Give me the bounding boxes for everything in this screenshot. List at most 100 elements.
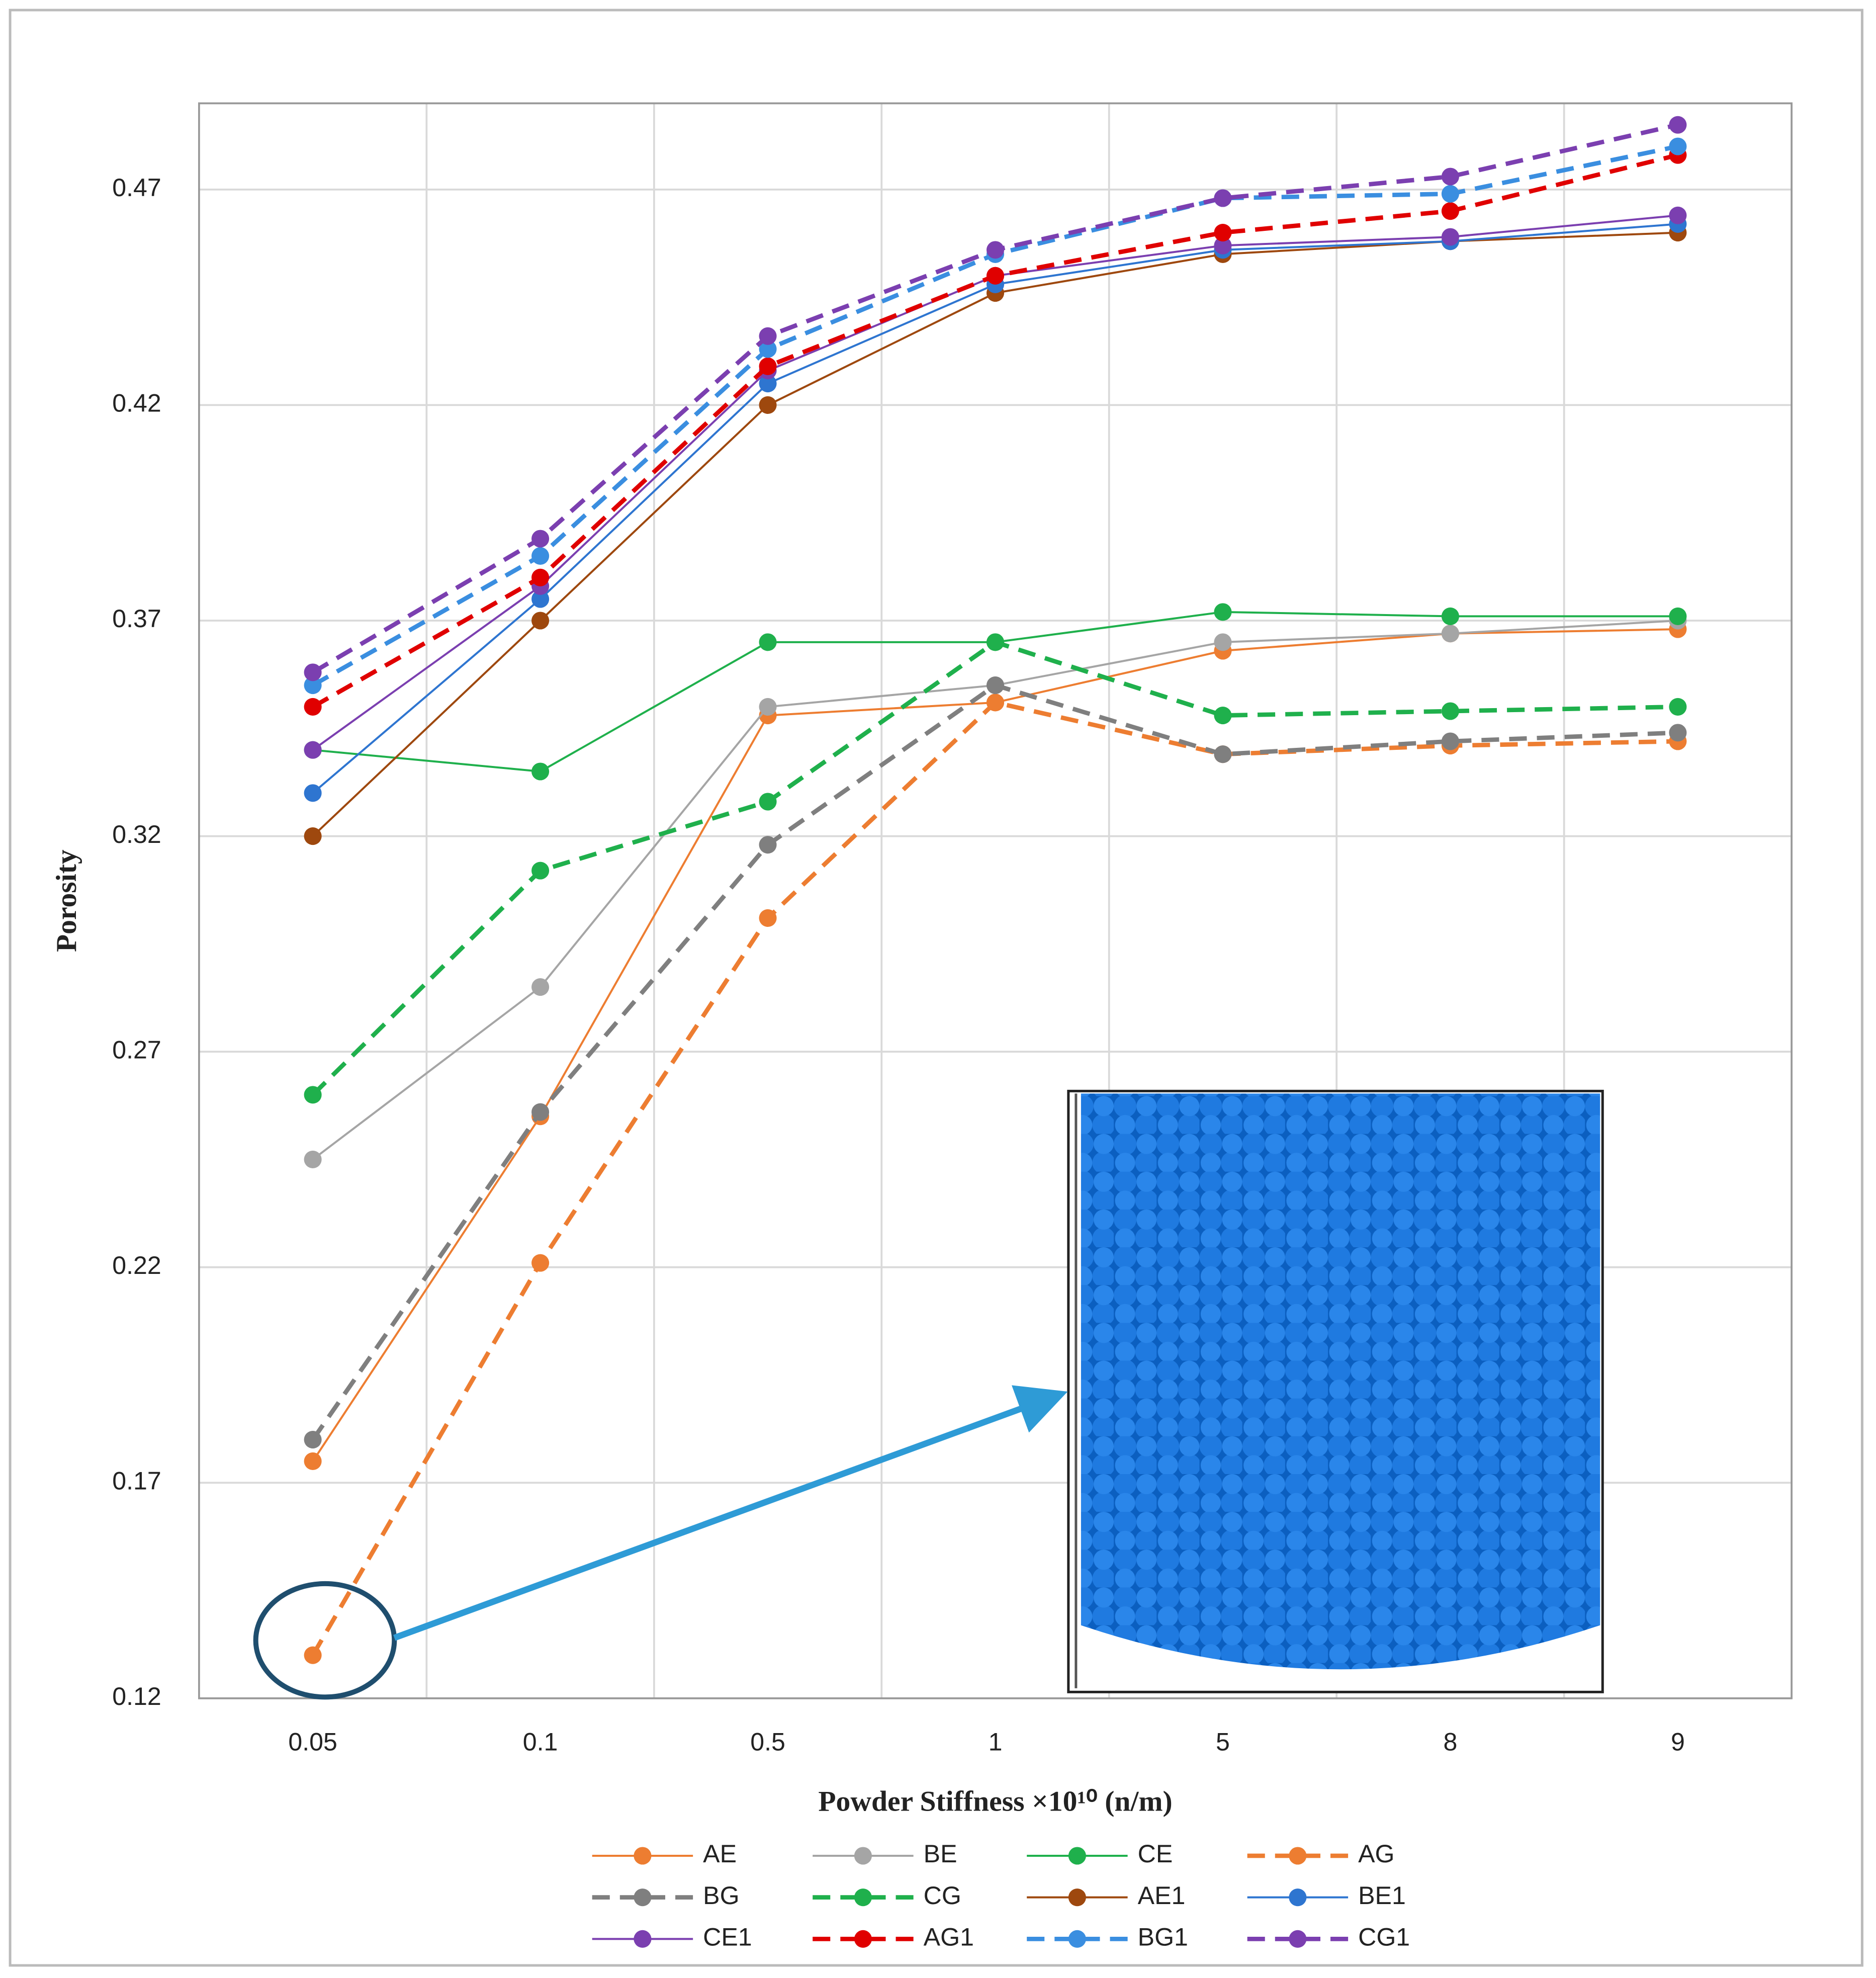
point — [1441, 702, 1459, 720]
legend-label: CG1 — [1358, 1923, 1410, 1951]
point — [759, 327, 777, 345]
point — [759, 375, 777, 393]
point — [1669, 137, 1687, 155]
point — [531, 862, 550, 880]
legend-label: BG1 — [1138, 1923, 1188, 1951]
point — [1441, 228, 1459, 246]
point — [759, 793, 777, 811]
point — [986, 694, 1005, 712]
point — [1214, 745, 1232, 763]
point — [304, 1150, 322, 1168]
point — [759, 909, 777, 927]
point — [1669, 607, 1687, 625]
point — [1669, 698, 1687, 716]
point — [304, 827, 322, 845]
point — [304, 784, 322, 802]
point — [1214, 603, 1232, 621]
point — [304, 698, 322, 716]
arrow — [393, 1385, 1068, 1641]
y-tick-label: 0.32 — [112, 820, 161, 848]
y-axis-title: Porosity — [51, 849, 82, 952]
point — [1441, 167, 1459, 186]
legend-marker — [634, 1930, 652, 1948]
point — [531, 547, 550, 565]
point — [1214, 189, 1232, 207]
point — [1214, 633, 1232, 651]
point — [304, 1452, 322, 1470]
x-tick-label: 0.1 — [523, 1728, 558, 1756]
point — [1441, 732, 1459, 750]
legend-marker — [1289, 1930, 1307, 1948]
legend-marker — [854, 1930, 872, 1948]
point — [759, 836, 777, 854]
point — [531, 978, 550, 996]
point — [304, 676, 322, 695]
legend-label: AE — [703, 1840, 737, 1868]
point — [759, 396, 777, 414]
y-tick-label: 0.47 — [112, 174, 161, 202]
point — [304, 663, 322, 681]
legend-marker — [1289, 1888, 1307, 1907]
point — [1214, 224, 1232, 242]
legend-label: AG — [1358, 1840, 1394, 1868]
legend-marker — [1289, 1847, 1307, 1865]
y-tick-label: 0.42 — [112, 389, 161, 417]
x-tick-label: 1 — [989, 1728, 1003, 1756]
point — [531, 568, 550, 586]
legend-marker — [1068, 1888, 1086, 1907]
legend-label: CE1 — [703, 1923, 752, 1951]
highlight-circle — [253, 1581, 397, 1700]
point — [759, 340, 777, 358]
plot-border — [198, 102, 1793, 1699]
inset — [1067, 1089, 1604, 1693]
point — [1441, 202, 1459, 220]
point — [531, 590, 550, 608]
x-tick-label: 8 — [1443, 1728, 1457, 1756]
point — [531, 1254, 550, 1272]
point — [1441, 625, 1459, 643]
point — [1441, 185, 1459, 203]
point — [986, 267, 1005, 285]
point — [1441, 607, 1459, 625]
point — [304, 741, 322, 759]
legend-marker — [634, 1847, 652, 1865]
legend-label: CE — [1138, 1840, 1173, 1868]
x-tick-label: 5 — [1216, 1728, 1230, 1756]
legend-label: CG — [924, 1881, 961, 1910]
legend-label: BE1 — [1358, 1881, 1406, 1910]
y-tick-label: 0.17 — [112, 1467, 161, 1495]
point — [531, 1103, 550, 1121]
point — [304, 1086, 322, 1104]
inset-image — [1081, 1093, 1600, 1670]
legend-marker — [854, 1888, 872, 1907]
x-tick-label: 9 — [1671, 1728, 1685, 1756]
legend: AE BE CE AG BG CG AE1 BE1 CE1 AG1 BG1 CG1 — [592, 1840, 1410, 1951]
legend-marker — [854, 1847, 872, 1865]
x-axis-title: Powder Stiffness ×10¹⁰ (n/m) — [818, 1786, 1172, 1818]
legend-label: BG — [703, 1881, 739, 1910]
y-tick-label: 0.37 — [112, 605, 161, 633]
y-tick-label: 0.27 — [112, 1036, 161, 1064]
point — [1214, 236, 1232, 254]
point — [1669, 116, 1687, 134]
plot — [304, 116, 1687, 1664]
point — [531, 612, 550, 630]
point — [531, 530, 550, 548]
point — [986, 241, 1005, 259]
point — [1214, 707, 1232, 725]
x-tick-label: 0.5 — [750, 1728, 785, 1756]
point — [304, 1431, 322, 1449]
legend-marker — [1068, 1847, 1086, 1865]
legend-marker — [1068, 1930, 1086, 1948]
point — [986, 676, 1005, 695]
legend-label: BE — [924, 1840, 957, 1868]
x-tick-label: 0.05 — [288, 1728, 337, 1756]
legend-marker — [634, 1888, 652, 1907]
legend-label: AE1 — [1138, 1881, 1186, 1910]
point — [759, 357, 777, 375]
point — [986, 633, 1005, 651]
point — [759, 698, 777, 716]
point — [304, 1646, 322, 1664]
